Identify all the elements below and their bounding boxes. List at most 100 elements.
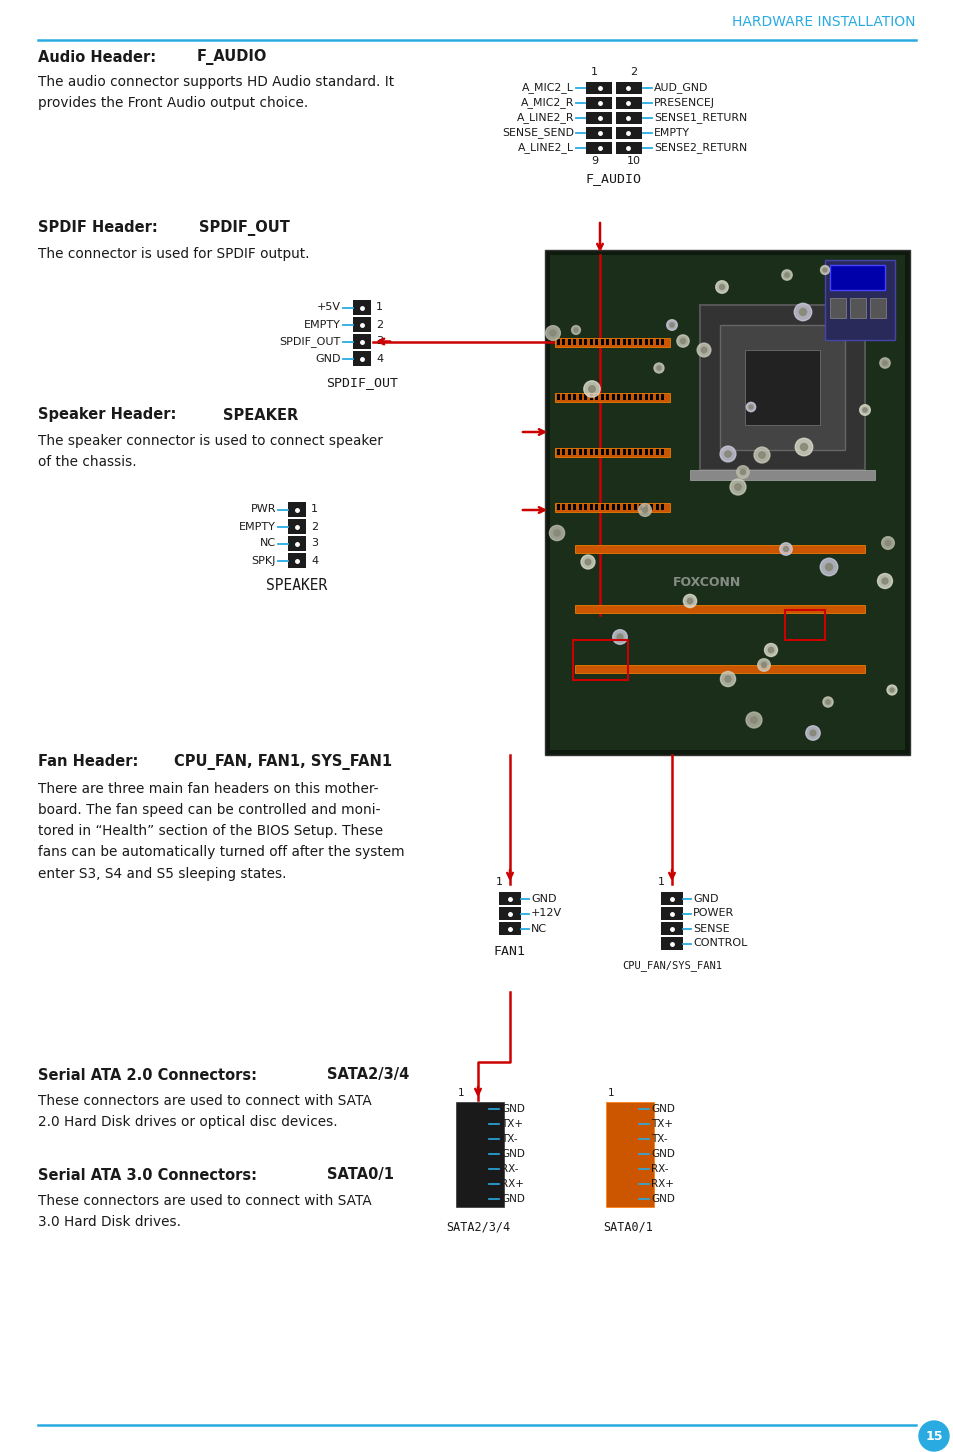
Circle shape: [758, 452, 764, 459]
Text: 3: 3: [311, 539, 317, 549]
Text: TX-: TX-: [500, 1134, 517, 1144]
Text: A_LINE2_L: A_LINE2_L: [517, 142, 574, 154]
Text: RX+: RX+: [500, 1179, 523, 1189]
Text: Audio Header:: Audio Header:: [38, 49, 161, 64]
Circle shape: [677, 335, 688, 347]
Bar: [829, 266, 884, 290]
Bar: [869, 298, 885, 318]
Text: CPU_FAN, FAN1, SYS_FAN1: CPU_FAN, FAN1, SYS_FAN1: [174, 754, 392, 770]
Bar: [650, 338, 653, 346]
Bar: [555, 393, 669, 402]
Text: POWER: POWER: [692, 909, 734, 919]
Text: 1: 1: [375, 302, 382, 312]
Bar: [600, 393, 603, 399]
Circle shape: [782, 546, 788, 552]
Text: GND: GND: [650, 1194, 674, 1204]
Bar: [644, 393, 647, 399]
Circle shape: [794, 303, 811, 321]
Text: There are three main fan headers on this mother-
board. The fan speed can be con: There are three main fan headers on this…: [38, 783, 404, 880]
Circle shape: [750, 717, 757, 723]
Bar: [353, 351, 371, 366]
Circle shape: [779, 543, 791, 555]
Bar: [660, 338, 664, 346]
Bar: [628, 504, 631, 510]
Text: 1: 1: [457, 1088, 464, 1098]
Bar: [555, 338, 669, 347]
Bar: [634, 393, 637, 399]
Circle shape: [641, 507, 647, 513]
Text: SPKJ: SPKJ: [252, 556, 275, 565]
Bar: [578, 449, 581, 454]
Text: These connectors are used to connect with SATA
2.0 Hard Disk drives or optical d: These connectors are used to connect wit…: [38, 1093, 372, 1130]
Circle shape: [571, 325, 579, 334]
Bar: [606, 393, 609, 399]
Bar: [600, 338, 603, 346]
Circle shape: [781, 270, 791, 280]
Text: F_AUDIO: F_AUDIO: [585, 171, 641, 184]
Bar: [595, 449, 598, 454]
Circle shape: [820, 558, 837, 576]
Text: SENSE2_RETURN: SENSE2_RETURN: [654, 142, 746, 154]
Text: SPDIF Header:: SPDIF Header:: [38, 221, 163, 235]
Bar: [595, 504, 598, 510]
Bar: [612, 393, 615, 399]
Circle shape: [740, 469, 744, 475]
Bar: [600, 449, 603, 454]
Bar: [456, 1102, 503, 1207]
Bar: [605, 1102, 654, 1207]
Text: 3: 3: [375, 337, 382, 347]
Bar: [617, 338, 619, 346]
Text: The speaker connector is used to connect speaker
of the chassis.: The speaker connector is used to connect…: [38, 434, 382, 469]
Circle shape: [583, 380, 599, 398]
Bar: [660, 937, 682, 950]
Circle shape: [638, 504, 651, 517]
Bar: [634, 449, 637, 454]
Bar: [720, 325, 844, 450]
Bar: [555, 502, 669, 513]
Text: TX+: TX+: [500, 1119, 522, 1130]
Bar: [544, 250, 909, 755]
Circle shape: [809, 730, 815, 736]
Bar: [700, 305, 864, 470]
Circle shape: [580, 555, 595, 569]
Bar: [744, 350, 820, 425]
Bar: [573, 393, 576, 399]
Circle shape: [882, 578, 887, 584]
Text: GND: GND: [531, 893, 556, 903]
Circle shape: [784, 273, 788, 277]
Text: Speaker Header:: Speaker Header:: [38, 408, 181, 423]
Circle shape: [700, 347, 706, 353]
Bar: [784, 610, 824, 640]
Circle shape: [889, 688, 893, 693]
Circle shape: [545, 325, 559, 340]
Text: GND: GND: [500, 1149, 524, 1159]
Bar: [589, 338, 593, 346]
Circle shape: [877, 574, 892, 588]
Circle shape: [654, 363, 663, 373]
Bar: [573, 449, 576, 454]
Text: 2: 2: [629, 67, 637, 77]
Text: SPEAKER: SPEAKER: [223, 408, 298, 423]
Bar: [612, 338, 615, 346]
Bar: [634, 504, 637, 510]
Text: TX-: TX-: [650, 1134, 667, 1144]
Bar: [616, 97, 641, 109]
Bar: [498, 892, 520, 905]
Bar: [573, 504, 576, 510]
Circle shape: [550, 330, 556, 335]
Bar: [639, 393, 641, 399]
Bar: [353, 317, 371, 333]
Circle shape: [682, 594, 696, 607]
Circle shape: [745, 711, 761, 727]
Bar: [616, 81, 641, 94]
Circle shape: [753, 447, 769, 463]
Bar: [288, 502, 306, 517]
Text: HARDWARE INSTALLATION: HARDWARE INSTALLATION: [732, 15, 915, 29]
Bar: [628, 449, 631, 454]
Circle shape: [720, 446, 735, 462]
Circle shape: [715, 280, 727, 293]
Circle shape: [881, 537, 893, 549]
Circle shape: [720, 671, 735, 687]
Circle shape: [882, 362, 886, 364]
Text: GND: GND: [650, 1104, 674, 1114]
